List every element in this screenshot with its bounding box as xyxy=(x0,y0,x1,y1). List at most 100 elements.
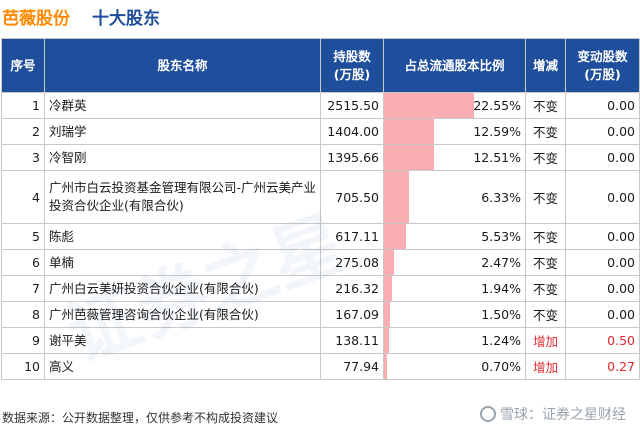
ratio-bar xyxy=(384,302,390,327)
col-header-delta: 变动股数 (万股) xyxy=(565,38,640,93)
row-index: 3 xyxy=(1,144,45,171)
shareholder-name: 单楠 xyxy=(44,249,321,276)
shareholder-name: 广州芭薇管理咨询合伙企业(有限合伙) xyxy=(44,301,321,328)
table-row: 3 冷智刚 1395.66 12.51% 不变 0.00 xyxy=(1,144,640,171)
ratio-bar xyxy=(384,328,389,353)
change-shares: 0.00 xyxy=(565,249,640,276)
data-source-note: 数据来源：公开数据整理，仅供参考不构成投资建议 xyxy=(2,411,279,425)
row-index: 8 xyxy=(1,301,45,328)
change-shares: 0.27 xyxy=(565,353,640,380)
ratio-value: 1.50% xyxy=(481,307,521,322)
row-index: 4 xyxy=(1,170,45,224)
change-status: 不变 xyxy=(525,301,566,328)
ratio-cell: 1.94% xyxy=(383,275,526,302)
change-shares: 0.00 xyxy=(565,92,640,119)
ratio-value: 2.47% xyxy=(481,255,521,270)
table-row: 2 刘瑞学 1404.00 12.59% 不变 0.00 xyxy=(1,118,640,145)
shares-held: 2515.50 xyxy=(320,92,384,119)
ratio-cell: 1.50% xyxy=(383,301,526,328)
change-shares: 0.00 xyxy=(565,223,640,250)
row-index: 9 xyxy=(1,327,45,354)
title-bar: 芭薇股份 十大股东 xyxy=(0,0,640,36)
ratio-bar xyxy=(384,119,435,144)
shares-held: 275.08 xyxy=(320,249,384,276)
change-status: 增加 xyxy=(525,353,566,380)
change-status: 不变 xyxy=(525,249,566,276)
ratio-cell: 22.55% xyxy=(383,92,526,119)
change-status: 不变 xyxy=(525,144,566,171)
table-row: 9 谢平美 138.11 1.24% 增加 0.50 xyxy=(1,327,640,354)
shareholder-name: 冷群英 xyxy=(44,92,321,119)
ratio-cell: 5.53% xyxy=(383,223,526,250)
shareholder-name: 广州市白云投资基金管理有限公司-广州云美产业投资合伙企业(有限合伙) xyxy=(44,170,321,224)
brand-credit: 雪球：证券之星财经 xyxy=(480,404,626,424)
change-shares: 0.50 xyxy=(565,327,640,354)
change-status: 不变 xyxy=(525,92,566,119)
change-shares: 0.00 xyxy=(565,275,640,302)
ratio-value: 5.53% xyxy=(481,229,521,244)
ratio-cell: 0.70% xyxy=(383,353,526,380)
table-row: 8 广州芭薇管理咨询合伙企业(有限合伙) 167.09 1.50% 不变 0.00 xyxy=(1,301,640,328)
shares-held: 77.94 xyxy=(320,353,384,380)
shareholder-name: 高义 xyxy=(44,353,321,380)
change-shares: 0.00 xyxy=(565,118,640,145)
row-index: 10 xyxy=(1,353,45,380)
table-row: 10 高义 77.94 0.70% 增加 0.27 xyxy=(1,353,640,380)
ratio-bar xyxy=(384,250,394,275)
change-status: 不变 xyxy=(525,118,566,145)
change-status: 不变 xyxy=(525,223,566,250)
table-row: 1 冷群英 2515.50 22.55% 不变 0.00 xyxy=(1,92,640,119)
shares-held: 138.11 xyxy=(320,327,384,354)
ratio-bar xyxy=(384,93,475,118)
ratio-bar xyxy=(384,145,435,170)
row-index: 1 xyxy=(1,92,45,119)
section-title: 十大股东 xyxy=(92,9,160,29)
ratio-cell: 6.33% xyxy=(383,170,526,224)
change-status: 不变 xyxy=(525,275,566,302)
change-shares: 0.00 xyxy=(565,144,640,171)
table-row: 5 陈彪 617.11 5.53% 不变 0.00 xyxy=(1,223,640,250)
row-index: 7 xyxy=(1,275,45,302)
shareholder-name: 冷智刚 xyxy=(44,144,321,171)
shares-held: 1404.00 xyxy=(320,118,384,145)
shares-held: 705.50 xyxy=(320,170,384,224)
change-status: 增加 xyxy=(525,327,566,354)
col-header-index: 序号 xyxy=(1,38,45,93)
col-header-shares: 持股数 (万股) xyxy=(320,38,384,93)
change-status: 不变 xyxy=(525,170,566,224)
ratio-bar xyxy=(384,276,392,301)
table-row: 6 单楠 275.08 2.47% 不变 0.00 xyxy=(1,249,640,276)
ratio-cell: 1.24% xyxy=(383,327,526,354)
shares-held: 617.11 xyxy=(320,223,384,250)
ratio-value: 6.33% xyxy=(481,189,521,205)
shares-held: 1395.66 xyxy=(320,144,384,171)
ratio-value: 12.51% xyxy=(473,150,521,165)
ratio-value: 1.94% xyxy=(481,281,521,296)
snowball-logo-icon xyxy=(480,406,496,422)
ratio-bar xyxy=(384,354,387,379)
company-name: 芭薇股份 xyxy=(2,9,70,29)
ratio-value: 0.70% xyxy=(481,359,521,374)
ratio-value: 1.24% xyxy=(481,333,521,348)
col-header-change: 增减 xyxy=(525,38,566,93)
col-header-name: 股东名称 xyxy=(44,38,321,93)
row-index: 5 xyxy=(1,223,45,250)
ratio-cell: 12.51% xyxy=(383,144,526,171)
ratio-value: 12.59% xyxy=(473,124,521,139)
ratio-bar xyxy=(384,171,410,223)
shares-held: 216.32 xyxy=(320,275,384,302)
brand-credit-text: 雪球：证券之星财经 xyxy=(500,407,626,423)
row-index: 2 xyxy=(1,118,45,145)
ratio-bar xyxy=(384,224,407,249)
row-index: 6 xyxy=(1,249,45,276)
shareholder-name: 刘瑞学 xyxy=(44,118,321,145)
table-header-row: 序号 股东名称 持股数 (万股) 占总流通股本比例 增减 变动股数 (万股) xyxy=(1,38,640,93)
change-shares: 0.00 xyxy=(565,170,640,224)
col-header-ratio: 占总流通股本比例 xyxy=(383,38,526,93)
change-shares: 0.00 xyxy=(565,301,640,328)
ratio-cell: 2.47% xyxy=(383,249,526,276)
table-row: 4 广州市白云投资基金管理有限公司-广州云美产业投资合伙企业(有限合伙) 705.5… xyxy=(1,170,640,224)
table-row: 7 广州白云美妍投资合伙企业(有限合伙) 216.32 1.94% 不变 0.00 xyxy=(1,275,640,302)
shareholder-name: 陈彪 xyxy=(44,223,321,250)
shareholder-name: 谢平美 xyxy=(44,327,321,354)
